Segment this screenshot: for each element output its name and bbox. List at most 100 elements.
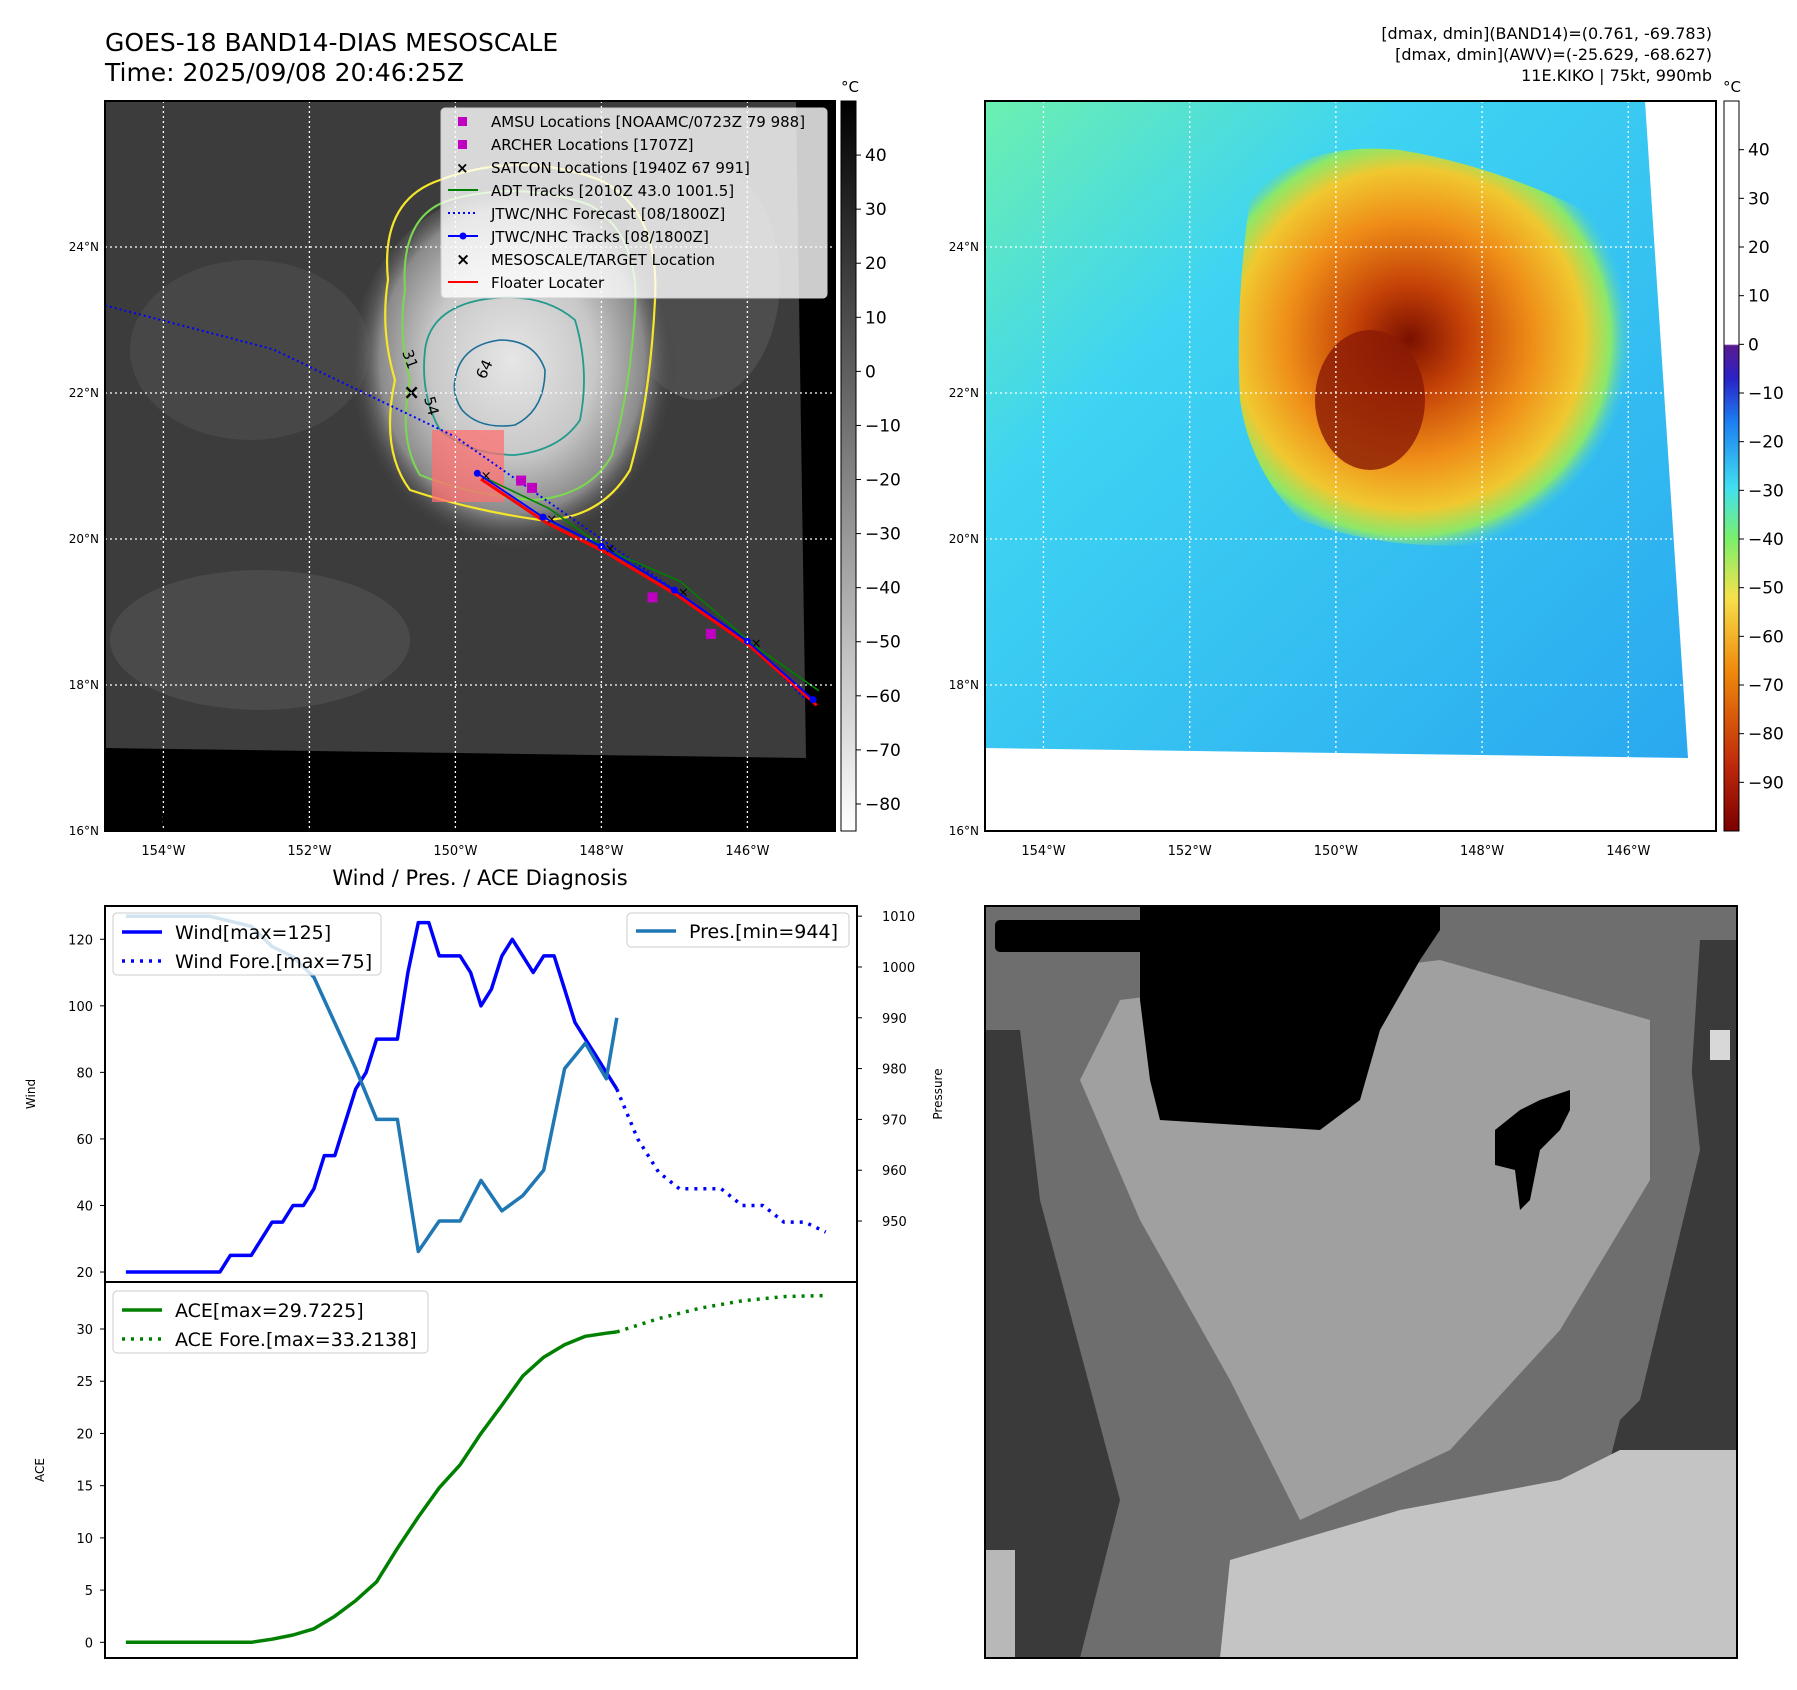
ace-series-line-1	[616, 1293, 826, 1334]
info-line-awv: [dmax, dmin](AWV)=(-25.629, -68.627)	[1395, 45, 1712, 64]
legend-forecast: JTWC/NHC Forecast [08/1800Z]	[490, 205, 725, 223]
ir-cbar-ticks-label: −10	[865, 416, 901, 436]
awv-axis-labels: 154°W 152°W 150°W 148°W 146°W 24°N 22°N 20°N 18°…	[949, 240, 1651, 859]
awv-colorbar-ramp	[1723, 100, 1740, 832]
wmg-frame	[984, 905, 1738, 1659]
awv-cbar-ticks-label: −40	[1748, 530, 1784, 550]
ir-lat-label: 16°N	[69, 824, 99, 838]
awv-lat-label: 16°N	[949, 824, 979, 838]
wind-ticks: 20 40 60 80 100 120 950 960 970 980 990 1000 1010	[68, 910, 915, 1281]
ace-ylabel: ACE	[33, 1458, 47, 1482]
info-line-storm: 11E.KIKO | 75kt, 990mb	[1521, 66, 1712, 85]
awv-lat-label: 24°N	[949, 240, 979, 254]
ir-lon-label: 148°W	[579, 844, 623, 859]
awv-lon-label: 148°W	[1460, 844, 1504, 859]
info-line-band14: [dmax, dmin](BAND14)=(0.761, -69.783)	[1381, 24, 1712, 43]
ir-cloud-texture-1	[130, 260, 370, 440]
awv-cbar-ticks-label: −80	[1748, 725, 1784, 745]
ace-ytick-label: 25	[76, 1375, 93, 1390]
satcon-marker: ×	[816, 695, 827, 710]
best-track-point	[809, 696, 817, 704]
ir-cbar-ticks-label: 30	[865, 200, 887, 220]
wind-ytick-label: 60	[76, 1133, 93, 1148]
ir-cbar-ticks-label: −40	[865, 579, 901, 599]
wind-pressure-chart: Wind / Pres. / ACE Diagnosis Wind Pressu…	[24, 866, 945, 1283]
awv-cbar-ticks-label: −50	[1748, 579, 1784, 599]
awv-lat-label: 18°N	[949, 678, 979, 692]
ir-overlay: × × × × × × ×	[105, 304, 827, 710]
awv-gridlines	[985, 101, 1716, 831]
awv-cbar-ticks-label: −90	[1748, 773, 1784, 793]
ir-cbar-ticks-label: 0	[865, 362, 876, 382]
awv-panel: 154°W 152°W 150°W 148°W 146°W 24°N 22°N 20°N 18°…	[949, 78, 1784, 859]
series-line-0	[125, 920, 619, 1274]
pressure-ytick-label: 960	[882, 1164, 907, 1179]
pres-legend: Pres.[min=944]	[689, 921, 838, 943]
ir-cbar-ticks-label: −30	[865, 525, 901, 545]
copyright-label: Copyright © 2020-2025 Dapiya	[109, 810, 388, 829]
amsu-marker	[705, 628, 716, 639]
awv-cbar-ticks-label: −10	[1748, 384, 1784, 404]
ace-ytick-label: 0	[85, 1636, 93, 1651]
ace-ytick-label: 30	[76, 1323, 93, 1338]
diagnosis-title: Wind / Pres. / ACE Diagnosis	[332, 866, 627, 890]
pressure-ytick-label: 990	[882, 1012, 907, 1027]
awv-cbar-ticks-label: 40	[1748, 141, 1770, 161]
wind-ytick-label: 80	[76, 1066, 93, 1081]
floater-track-line	[480, 477, 818, 707]
wind-legend-obs: Wind[max=125]	[175, 922, 331, 944]
awv-lon-label: 152°W	[1168, 844, 1212, 859]
best-track-line	[476, 472, 814, 701]
ir-cbar-ticks-label: −50	[865, 633, 901, 653]
best-track-point	[539, 513, 547, 521]
legend-tracks-dot	[459, 232, 467, 240]
awv-lon-label: 154°W	[1021, 844, 1065, 859]
ace-legend-box	[112, 1290, 429, 1354]
awv-colorbar-unit: °C	[1723, 78, 1741, 96]
series-line-1	[615, 1088, 827, 1234]
satcon-marker: ×	[751, 637, 762, 652]
wmg-count-box	[995, 920, 1173, 952]
ir-colorbar: °C 40 30 20 10 0 −10 −20 −30 −40 −50 −60 −70 −80	[840, 78, 901, 832]
ace-legend-fore: ACE Fore.[max=33.2138]	[175, 1329, 417, 1351]
legend-target: MESOSCALE/TARGET Location	[491, 251, 715, 269]
wmg-panel: WMG Count: 0	[984, 905, 1738, 1659]
wind-ytick-label: 40	[76, 1199, 93, 1214]
ace-ytick-label: 20	[76, 1427, 93, 1442]
best-track-point	[473, 469, 481, 477]
legend-archer: ARCHER Locations [1707Z]	[491, 136, 694, 154]
awv-cbar-ticks-label: −70	[1748, 676, 1784, 696]
legend-adt: ADT Tracks [2010Z 43.0 1001.5]	[491, 182, 734, 200]
legend-floater: Floater Locater	[491, 274, 605, 292]
ir-colorbar-ticks: 40 30 20 10 0 −10 −20 −30 −40 −50 −60 −70 −80	[856, 146, 901, 815]
ace-ticks: 0 5 10 15 20 25 30	[76, 1323, 105, 1651]
amsu-marker	[647, 592, 658, 603]
ir-lat-label: 20°N	[69, 532, 99, 546]
ir-cbar-ticks-label: −70	[865, 741, 901, 761]
ir-panel: 31 54 64 ××××××× Copyright © 2020-2025 D…	[69, 78, 901, 859]
ace-ytick-label: 5	[85, 1584, 93, 1599]
figure-title: GOES-18 BAND14-DIAS MESOSCALE	[105, 28, 558, 57]
wmg-region-black-eye	[1495, 1090, 1570, 1210]
ace-legend-obs: ACE[max=29.7225]	[175, 1300, 364, 1322]
satcon-marker: ×	[481, 469, 492, 484]
ace-chart: ACE 0 5 10 15 20 25 30 ACE[max=29.7225] ACE Fo…	[33, 1281, 858, 1659]
satcon-marker: ×	[546, 513, 557, 528]
ir-lon-label: 146°W	[725, 844, 769, 859]
ir-cbar-ticks-label: −80	[865, 795, 901, 815]
wind-ylabel: Wind	[24, 1079, 38, 1109]
wmg-patch-bottom-left	[985, 1550, 1015, 1658]
wind-ytick-label: 100	[68, 1000, 93, 1015]
ir-cloud-texture-2	[110, 570, 410, 710]
awv-cbar-ticks-label: −20	[1748, 433, 1784, 453]
pres-legend-box	[626, 912, 850, 948]
floater-box	[432, 430, 504, 502]
ir-colorbar-unit: °C	[841, 78, 859, 96]
awv-lat-label: 22°N	[949, 386, 979, 400]
ace-legend: ACE[max=29.7225] ACE Fore.[max=33.2138]	[112, 1290, 429, 1354]
ir-lat-label: 24°N	[69, 240, 99, 254]
satcon-marker: ×	[605, 542, 616, 557]
ir-frame	[104, 100, 836, 832]
ir-lat-label: 22°N	[69, 386, 99, 400]
